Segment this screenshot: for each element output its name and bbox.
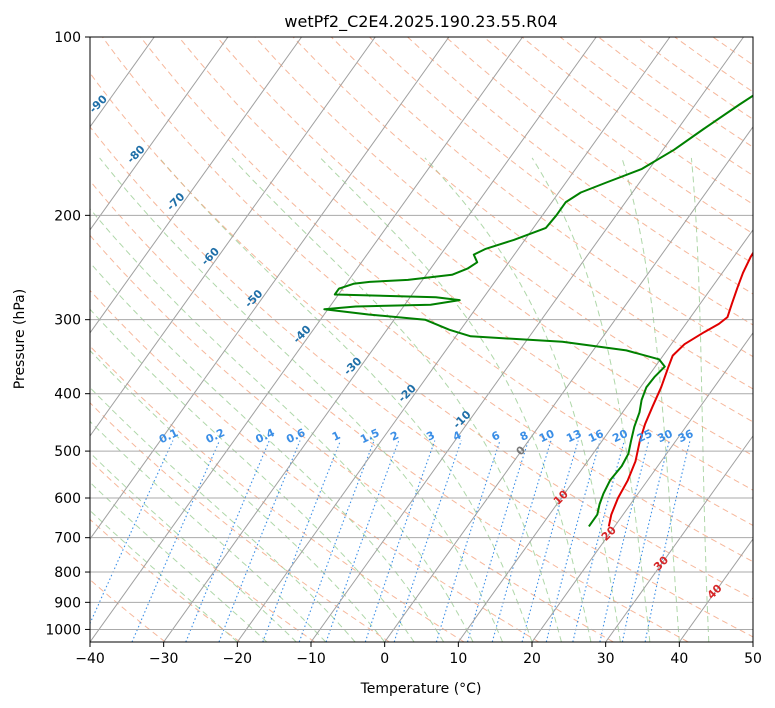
mixing-ratio-line bbox=[521, 440, 579, 642]
moist-adiabat-line bbox=[424, 157, 621, 642]
mixing-ratio-line bbox=[545, 440, 601, 642]
x-axis-label: Temperature (°C) bbox=[360, 681, 482, 697]
mixing-ratio-line bbox=[466, 440, 529, 642]
isotherm-line bbox=[678, 538, 753, 642]
mixing-ratio-label: 16 bbox=[586, 427, 606, 445]
moist-adiabat-line bbox=[690, 157, 710, 642]
y-axis-ticks: 100 200 300 400 500 600 700 800 900 1000 bbox=[45, 30, 90, 638]
mixing-ratio-label: 13 bbox=[564, 427, 583, 445]
mixing-ratio-line bbox=[298, 440, 375, 642]
x-tick-label: 40 bbox=[670, 651, 688, 667]
moist-adiabat-line bbox=[90, 481, 268, 642]
mixing-ratio-line bbox=[572, 440, 625, 642]
mixing-ratio-line bbox=[644, 440, 691, 642]
isotherm-line bbox=[457, 229, 753, 642]
isotherm-line bbox=[236, 37, 671, 642]
x-tick-label: 20 bbox=[523, 651, 541, 667]
dry-adiabat-line bbox=[90, 234, 614, 642]
isotherm-line bbox=[90, 37, 523, 642]
x-tick-label: −10 bbox=[296, 651, 326, 667]
x-axis-ticks: −40 −30 −20 −10 0 10 20 30 40 50 bbox=[75, 642, 762, 667]
isotherms bbox=[90, 37, 753, 642]
mixing-ratio-label: 25 bbox=[635, 427, 654, 445]
isotherm-line bbox=[90, 37, 302, 334]
x-tick-label: 10 bbox=[449, 651, 467, 667]
y-tick-label: 500 bbox=[54, 444, 81, 460]
mixing-ratio-lines bbox=[90, 440, 691, 642]
plot-area: -100-90-80-70-60-50-40-30-20-10010203040… bbox=[90, 37, 753, 642]
mixing-ratio-label: 30 bbox=[655, 427, 675, 445]
mixing-ratio-line bbox=[325, 440, 400, 642]
mixing-ratio-line bbox=[621, 440, 670, 642]
isotherm-line bbox=[90, 37, 450, 540]
dry-adiabat-line bbox=[90, 180, 689, 642]
isotherm-line bbox=[163, 37, 597, 642]
dry-adiabat-line bbox=[292, 37, 753, 390]
profile-series bbox=[323, 94, 753, 527]
dry-adiabat-line bbox=[254, 37, 753, 423]
y-tick-label: 800 bbox=[54, 565, 81, 581]
isotherm-line bbox=[90, 37, 229, 231]
moist-adiabat-line bbox=[621, 157, 680, 642]
mixing-ratio-line bbox=[131, 440, 221, 642]
dry-adiabat-line bbox=[90, 126, 753, 638]
dry-adiabat-line bbox=[90, 72, 753, 600]
plot-frame bbox=[89, 36, 754, 643]
x-tick-label: −40 bbox=[75, 651, 105, 667]
y-tick-label: 900 bbox=[54, 595, 81, 611]
y-tick-label: 600 bbox=[54, 491, 81, 507]
dry-adiabat-line bbox=[178, 37, 753, 491]
isotherm-line bbox=[605, 435, 753, 642]
mixing-ratio-line bbox=[435, 440, 501, 642]
dry-adiabat-line bbox=[140, 37, 753, 527]
moist-adiabat-line bbox=[90, 308, 415, 642]
isotherm-line bbox=[531, 332, 753, 642]
mixing-ratio-line bbox=[90, 440, 174, 625]
y-tick-label: 700 bbox=[54, 531, 81, 547]
y-tick-label: 1000 bbox=[45, 622, 81, 638]
chart-title: wetPf2_C2E4.2025.190.23.55.R04 bbox=[284, 12, 557, 32]
isotherm-line bbox=[90, 37, 376, 437]
y-tick-label: 200 bbox=[54, 208, 81, 224]
y-axis-label: Pressure (hPa) bbox=[12, 289, 28, 389]
x-tick-label: 0 bbox=[380, 651, 389, 667]
temperature-profile-line bbox=[607, 251, 753, 527]
dry-adiabat-line bbox=[90, 459, 315, 642]
y-tick-label: 300 bbox=[54, 313, 81, 329]
isotherm-line bbox=[384, 125, 753, 642]
mixing-ratio-line bbox=[599, 440, 650, 642]
dry-adiabat-line bbox=[101, 37, 753, 563]
moist-adiabat-line bbox=[90, 261, 445, 642]
moist-adiabat-line bbox=[90, 452, 297, 642]
dry-adiabat-line bbox=[90, 402, 390, 642]
mixing-ratio-line bbox=[185, 440, 270, 642]
mixing-ratio-label: 20 bbox=[610, 427, 630, 445]
x-tick-label: −20 bbox=[223, 651, 253, 667]
dry-adiabat-line bbox=[90, 289, 540, 642]
y-tick-label: 100 bbox=[54, 30, 81, 46]
x-tick-label: −30 bbox=[149, 651, 179, 667]
dry-adiabats bbox=[90, 37, 753, 642]
mixing-ratio-label: 36 bbox=[676, 427, 696, 445]
dewpoint-profile-line bbox=[323, 94, 753, 527]
mixing-ratio-label: 10 bbox=[537, 427, 557, 445]
dry-adiabat-line bbox=[330, 37, 753, 358]
x-tick-label: 30 bbox=[597, 651, 615, 667]
y-tick-label: 400 bbox=[54, 387, 81, 403]
mixing-ratio-line bbox=[491, 440, 552, 642]
x-tick-label: 50 bbox=[744, 651, 762, 667]
